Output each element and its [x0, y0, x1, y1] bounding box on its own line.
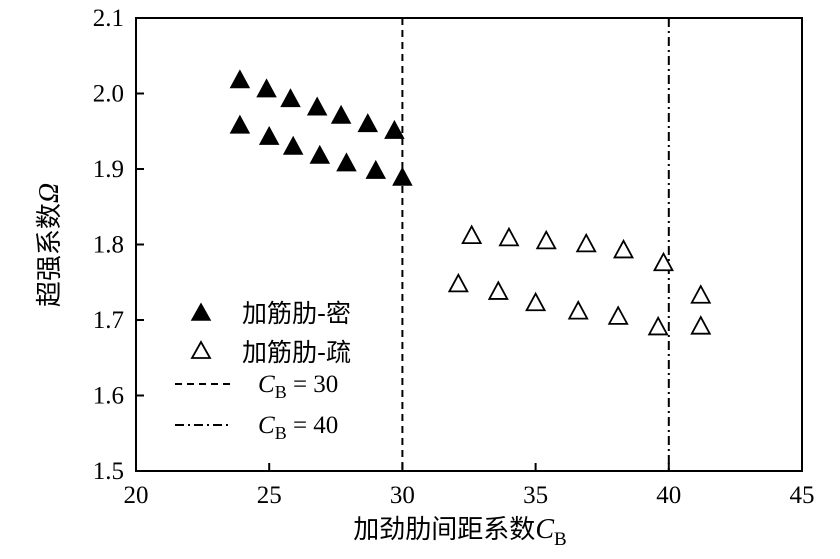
- y-tick-label: 2.0: [93, 81, 124, 108]
- legend: 加筋肋-密 加筋肋-疏 CB = 30 CB = 40: [175, 299, 351, 443]
- x-tick-label: 35: [523, 482, 548, 509]
- point-dense: [229, 114, 251, 134]
- point-sparse: [575, 232, 597, 253]
- legend-label-cb30: CB = 30: [258, 371, 338, 402]
- point-sparse: [613, 238, 635, 259]
- point-sparse: [690, 284, 712, 304]
- x-axis-title: 加劲肋间距系数CB: [353, 514, 566, 550]
- point-sparse: [647, 315, 669, 336]
- point-dense: [392, 166, 413, 186]
- y-tick-label: 1.5: [93, 458, 124, 485]
- point-sparse: [487, 280, 509, 300]
- point-dense: [357, 113, 379, 133]
- x-tick-label: 25: [257, 482, 282, 509]
- legend-marker-sparse: [190, 340, 212, 359]
- point-dense: [336, 152, 357, 172]
- reference-lines: [401, 18, 670, 471]
- x-tick-label: 40: [656, 482, 681, 509]
- point-sparse: [461, 224, 483, 244]
- point-dense: [330, 104, 352, 124]
- point-dense: [384, 119, 405, 139]
- y-tick-label: 1.6: [93, 383, 124, 410]
- point-dense: [256, 78, 277, 98]
- point-sparse: [652, 251, 674, 272]
- point-dense: [258, 125, 280, 145]
- y-axis-title: 超强系数Ω: [34, 183, 65, 307]
- legend-label-cb40: CB = 40: [258, 412, 338, 443]
- point-dense: [309, 144, 331, 164]
- x-tick-label: 20: [124, 482, 149, 509]
- point-sparse: [607, 305, 629, 325]
- y-tick-label: 2.1: [93, 5, 124, 32]
- point-dense: [280, 88, 301, 108]
- point-dense: [229, 69, 251, 89]
- point-dense: [282, 135, 304, 155]
- y-tick-label: 1.9: [93, 156, 124, 183]
- point-dense: [365, 159, 387, 179]
- tick-group: 20 25 30 35 40 45 1.5 1.6 1.7 1.8 1.9 2.0 2.1: [93, 5, 815, 509]
- x-tick-label: 45: [790, 482, 815, 509]
- point-sparse: [525, 291, 547, 312]
- point-sparse: [447, 272, 469, 293]
- legend-label-sparse: 加筋肋-疏: [242, 338, 351, 367]
- y-tick-label: 1.8: [93, 232, 124, 259]
- point-dense: [306, 96, 328, 116]
- point-sparse: [535, 229, 557, 250]
- point-sparse: [567, 300, 589, 320]
- legend-label-dense: 加筋肋-密: [242, 299, 351, 328]
- point-sparse: [690, 315, 712, 335]
- x-tick-label: 30: [390, 482, 415, 509]
- data-points: [229, 69, 712, 336]
- legend-marker-dense: [190, 302, 212, 321]
- y-tick-label: 1.7: [93, 307, 124, 334]
- point-sparse: [498, 226, 520, 247]
